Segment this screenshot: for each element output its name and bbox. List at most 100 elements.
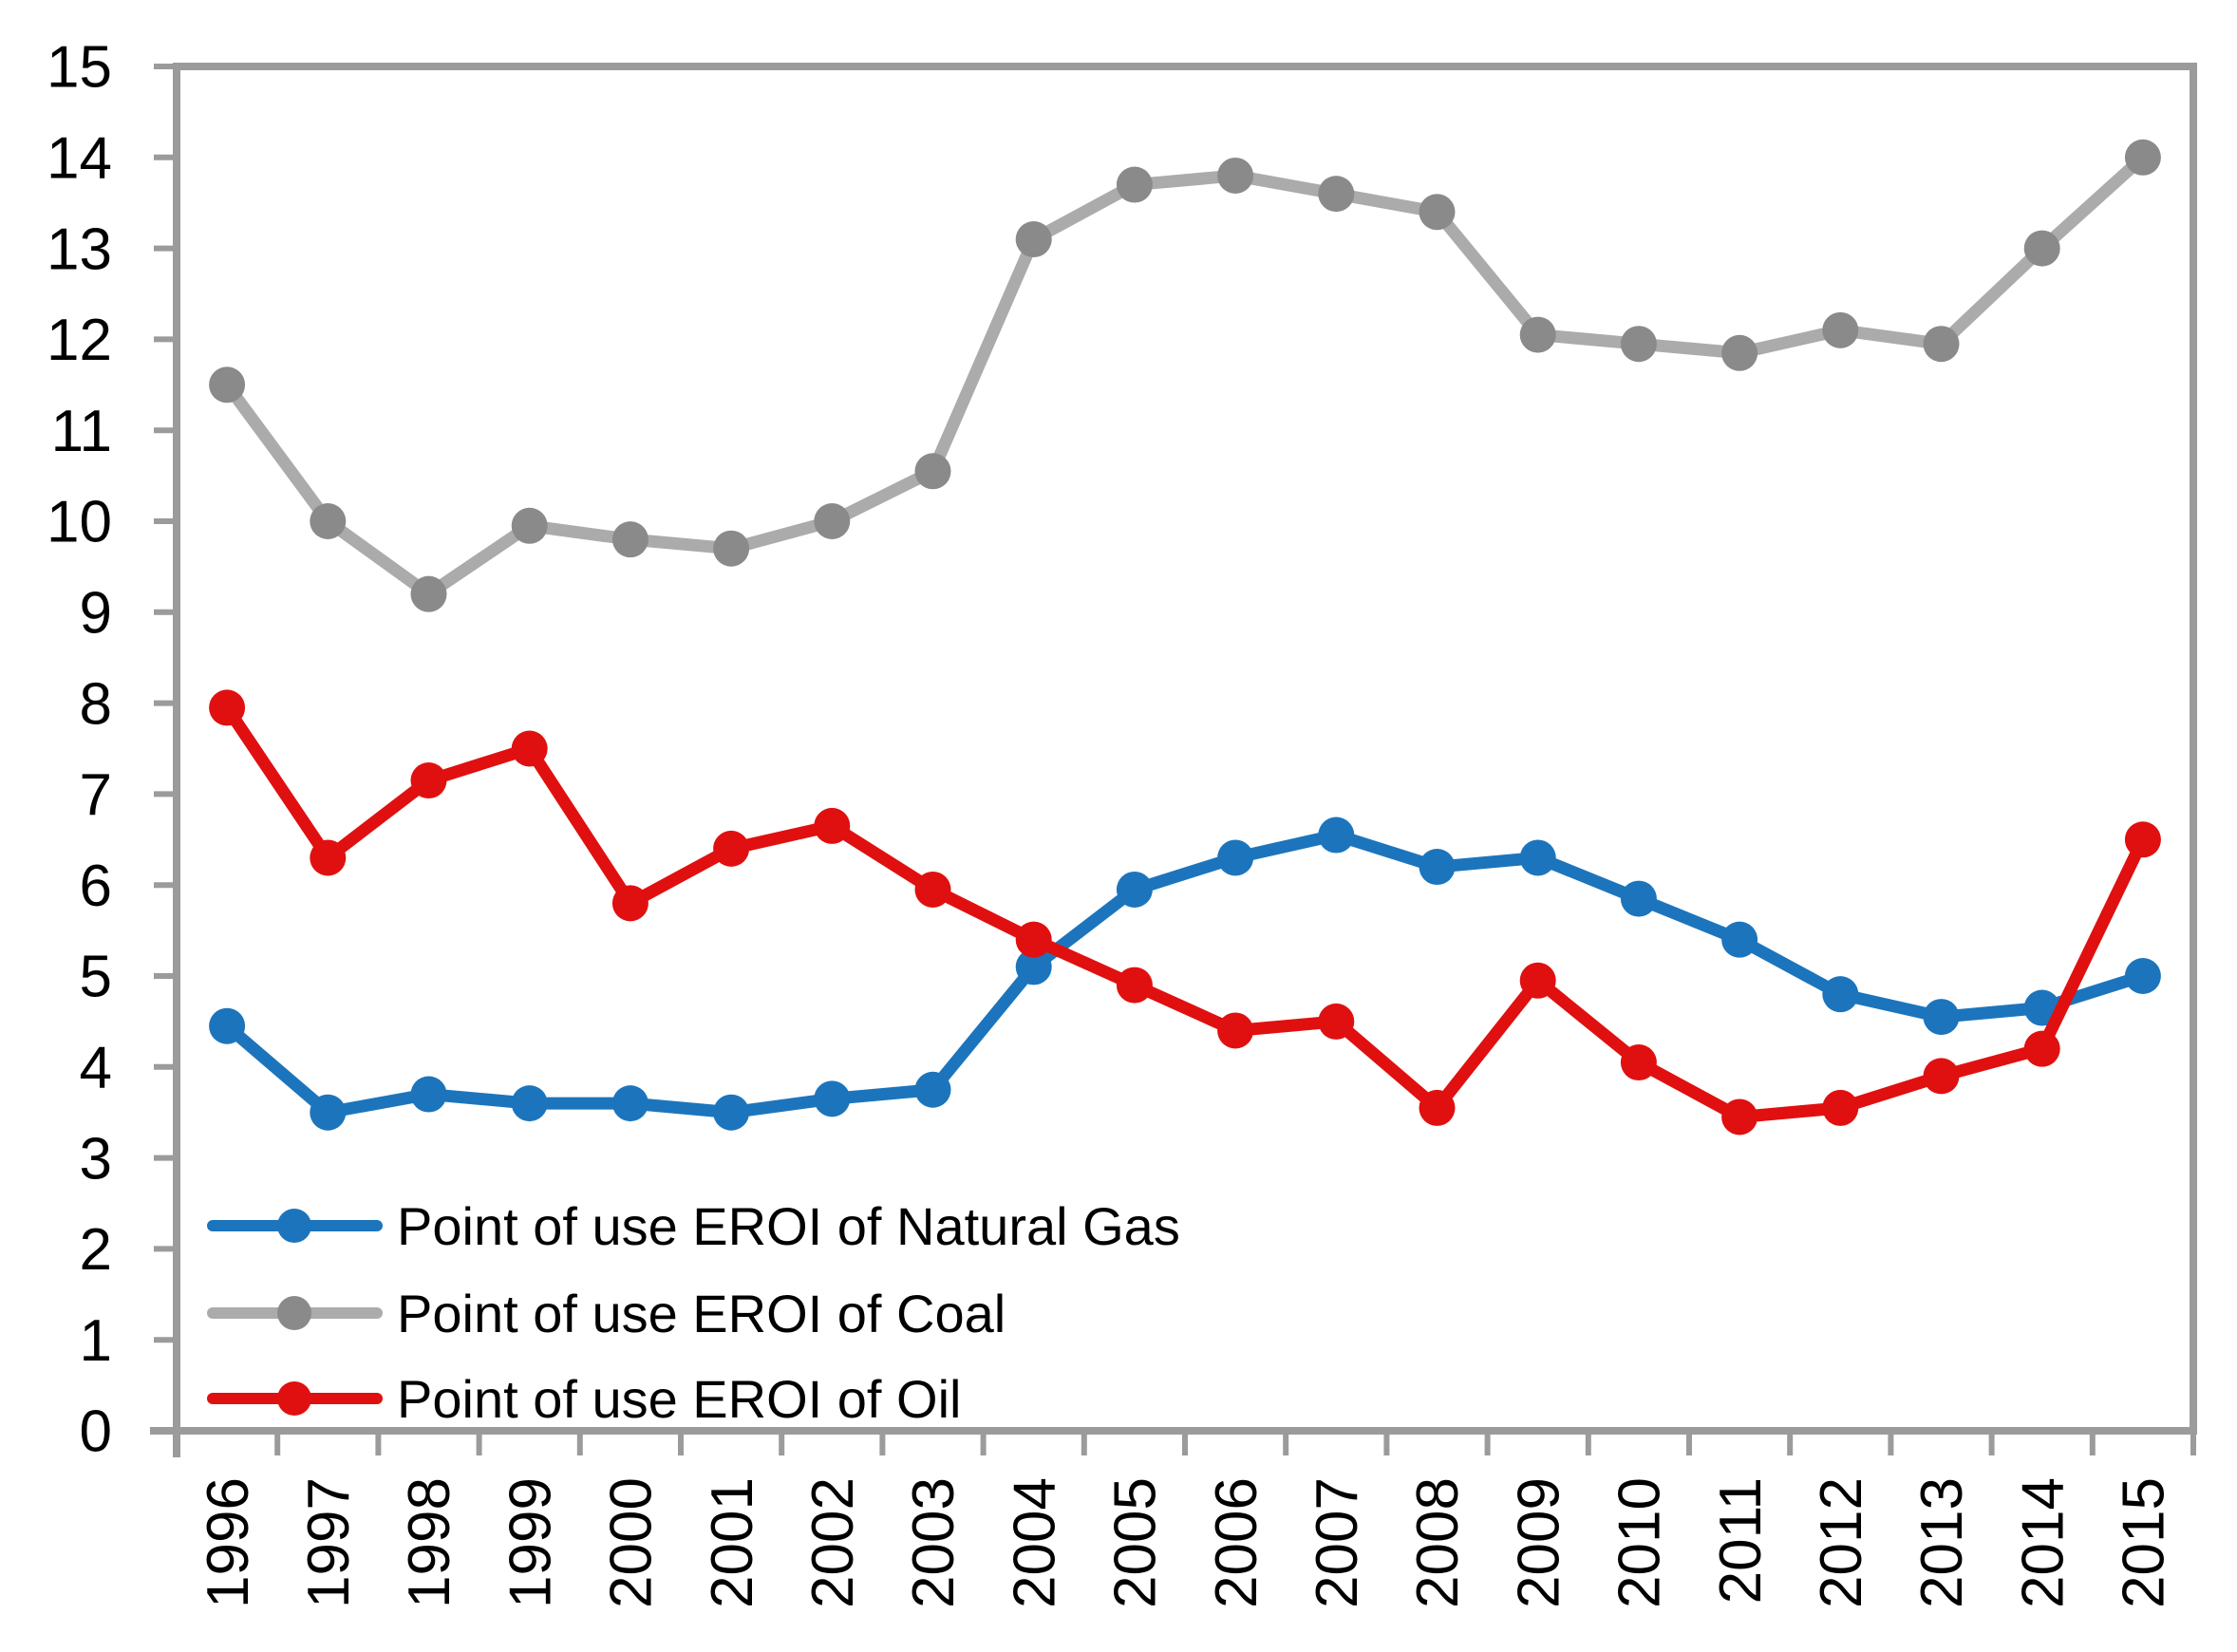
x-axis-tick-label: 2013 [1909,1477,1975,1608]
data-point-point-of-use-eroi-of-oil-2004 [1015,921,1052,958]
y-axis-tick-label: 7 [80,762,112,828]
legend-label-oil: Point of use EROI of Oil [397,1369,961,1429]
data-point-point-of-use-eroi-of-coal-2008 [1419,194,1456,231]
y-axis-tick-label: 15 [47,35,112,101]
x-axis-tick-label: 2006 [1204,1477,1269,1608]
data-point-point-of-use-eroi-of-coal-2005 [1116,166,1153,203]
data-point-point-of-use-eroi-of-natural-gas-2012 [1822,976,1859,1013]
data-point-point-of-use-eroi-of-natural-gas-1998 [410,1076,447,1113]
data-point-point-of-use-eroi-of-natural-gas-2005 [1116,871,1153,908]
y-axis-tick-label: 4 [80,1036,112,1101]
data-point-point-of-use-eroi-of-oil-2010 [1620,1044,1657,1081]
data-point-point-of-use-eroi-of-oil-2011 [1721,1098,1758,1136]
data-point-point-of-use-eroi-of-natural-gas-2010 [1620,880,1657,917]
data-point-point-of-use-eroi-of-coal-2009 [1519,316,1556,353]
data-point-point-of-use-eroi-of-coal-2003 [914,453,951,490]
data-point-point-of-use-eroi-of-natural-gas-2004 [1015,948,1052,986]
x-axis-tick-label: 2007 [1305,1477,1370,1608]
y-axis-tick-label: 10 [47,490,112,555]
data-point-point-of-use-eroi-of-oil-2006 [1217,1012,1254,1049]
data-point-point-of-use-eroi-of-coal-1998 [410,575,447,612]
data-point-point-of-use-eroi-of-coal-2001 [713,530,750,567]
x-axis: 1996 1997 1998 1999 2000 2001 2002 2003 2004 2005… [174,1431,2196,1608]
data-point-point-of-use-eroi-of-oil-2003 [914,871,951,908]
data-point-point-of-use-eroi-of-natural-gas-1996 [209,1007,246,1044]
x-axis-tick-label: 1997 [296,1477,362,1608]
data-point-point-of-use-eroi-of-coal-2002 [814,503,851,539]
data-point-point-of-use-eroi-of-natural-gas-2000 [611,1085,649,1122]
data-point-point-of-use-eroi-of-coal-2006 [1217,157,1254,194]
data-point-point-of-use-eroi-of-oil-2000 [611,885,649,922]
data-point-point-of-use-eroi-of-coal-2012 [1822,311,1859,348]
data-point-point-of-use-eroi-of-coal-2015 [2124,139,2161,176]
legend-marker-natural-gas [277,1209,311,1243]
y-axis-tick-label: 14 [47,126,112,192]
data-point-point-of-use-eroi-of-natural-gas-2009 [1519,839,1556,876]
data-point-point-of-use-eroi-of-natural-gas-2006 [1217,839,1254,876]
legend-marker-coal [277,1296,311,1330]
data-point-point-of-use-eroi-of-coal-2004 [1015,221,1052,258]
legend-marker-oil [277,1381,311,1416]
series-line-point-of-use-eroi-of-natural-gas [222,829,2145,1119]
data-point-point-of-use-eroi-of-natural-gas-1999 [511,1085,548,1122]
data-point-point-of-use-eroi-of-oil-2009 [1519,962,1556,999]
x-axis-tick-label: 2005 [1103,1477,1169,1608]
data-point-point-of-use-eroi-of-oil-2012 [1822,1089,1859,1126]
x-axis-tick-label: 2002 [800,1477,866,1608]
x-axis-tick-label: 2009 [1506,1477,1571,1608]
series-line-point-of-use-eroi-of-oil [221,704,2149,1123]
y-axis-tick-label: 2 [80,1217,112,1283]
x-axis-tick-label: 2014 [2010,1477,2076,1608]
data-point-point-of-use-eroi-of-coal-1996 [209,366,246,404]
data-point-point-of-use-eroi-of-oil-2008 [1419,1089,1456,1126]
x-axis-tick-label: 2015 [2112,1477,2177,1608]
legend-row-coal: Point of use EROI of Coal [207,1284,1006,1343]
data-point-point-of-use-eroi-of-coal-1999 [511,507,548,544]
data-point-point-of-use-eroi-of-coal-2014 [2023,230,2060,267]
data-point-point-of-use-eroi-of-natural-gas-2002 [814,1080,851,1117]
data-point-point-of-use-eroi-of-natural-gas-1997 [310,1094,347,1131]
y-axis-tick-label: 11 [51,399,112,464]
data-point-point-of-use-eroi-of-natural-gas-2015 [2124,958,2161,994]
y-axis-tick-label: 9 [80,581,112,647]
x-axis-tick-label: 2010 [1607,1477,1673,1608]
y-axis-tick-label: 13 [47,216,112,282]
data-point-point-of-use-eroi-of-coal-2007 [1318,176,1355,213]
data-point-point-of-use-eroi-of-natural-gas-2007 [1318,817,1355,854]
x-axis-tick-label: 2008 [1405,1477,1471,1608]
x-axis-tick-label: 2000 [599,1477,665,1608]
data-point-point-of-use-eroi-of-oil-2007 [1318,1003,1355,1040]
x-axis-tick-label: 1999 [498,1477,563,1608]
legend-label-coal: Point of use EROI of Coal [397,1284,1006,1343]
data-point-point-of-use-eroi-of-natural-gas-2008 [1419,849,1456,886]
x-axis-tick-label: 2012 [1809,1477,1874,1608]
y-axis-tick-label: 5 [80,945,112,1010]
data-point-point-of-use-eroi-of-natural-gas-2001 [713,1094,750,1131]
legend: Point of use EROI of Natural Gas Point o… [207,1196,1180,1429]
data-point-point-of-use-eroi-of-natural-gas-2003 [914,1071,951,1108]
data-point-point-of-use-eroi-of-oil-2001 [713,830,750,867]
y-axis-tick-label: 6 [80,854,112,919]
data-point-point-of-use-eroi-of-oil-1997 [310,839,347,876]
data-point-point-of-use-eroi-of-oil-2015 [2124,821,2161,858]
y-axis-tick-label: 3 [80,1126,112,1192]
legend-row-oil: Point of use EROI of Oil [207,1369,961,1429]
data-point-point-of-use-eroi-of-oil-2013 [1923,1058,1960,1095]
plot-area-border [150,63,2197,1457]
data-point-point-of-use-eroi-of-oil-2014 [2023,1030,2060,1067]
x-axis-tick-label: 1998 [397,1477,462,1608]
data-point-point-of-use-eroi-of-coal-2010 [1620,326,1657,363]
y-axis-tick-label: 0 [80,1399,112,1465]
data-point-point-of-use-eroi-of-coal-1997 [310,503,347,539]
data-point-point-of-use-eroi-of-oil-1996 [209,689,246,726]
data-point-point-of-use-eroi-of-coal-2013 [1923,326,1960,363]
data-point-point-of-use-eroi-of-oil-2005 [1116,967,1153,1004]
data-series [209,139,2161,1136]
x-axis-tick-label: 1996 [196,1477,261,1608]
x-axis-tick-label: 2004 [1002,1477,1067,1608]
x-axis-tick-label: 2011 [1708,1477,1774,1604]
data-point-point-of-use-eroi-of-oil-1999 [511,730,548,767]
